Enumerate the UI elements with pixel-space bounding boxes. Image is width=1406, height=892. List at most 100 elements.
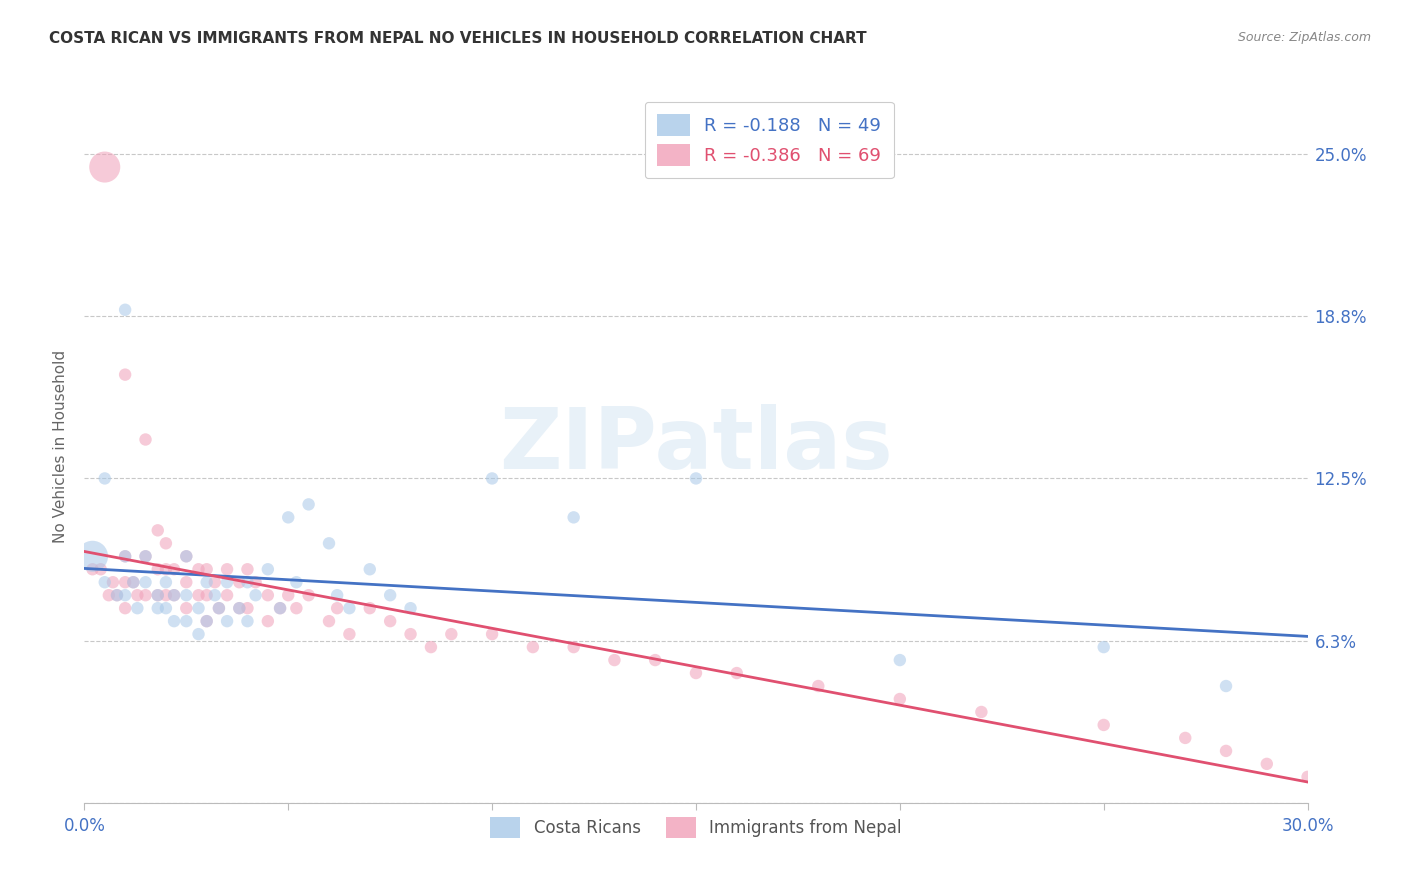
Point (204, 588, 226, 602)
Point (217, 614, 239, 628)
Point (187, 601, 209, 615)
Text: Source: ZipAtlas.com: Source: ZipAtlas.com (1237, 31, 1371, 45)
Point (174, 575, 197, 590)
Point (481, 627, 503, 641)
Point (101, 575, 124, 590)
Point (163, 614, 186, 628)
Point (318, 536, 340, 550)
Point (1092, 640, 1115, 654)
Point (1092, 718, 1115, 732)
Point (114, 302, 136, 317)
Point (122, 575, 145, 590)
Point (889, 692, 911, 706)
Point (522, 640, 544, 654)
Point (644, 653, 666, 667)
Point (195, 562, 218, 576)
Point (217, 575, 239, 590)
Point (195, 614, 218, 628)
Point (155, 562, 177, 576)
Point (187, 588, 209, 602)
Point (228, 601, 250, 615)
Point (228, 575, 250, 590)
Point (146, 524, 169, 538)
Point (685, 471, 707, 485)
Point (163, 562, 186, 576)
Point (217, 588, 239, 602)
Point (208, 601, 231, 615)
Y-axis label: No Vehicles in Household: No Vehicles in Household (53, 350, 69, 542)
Point (127, 601, 149, 615)
Point (277, 510, 299, 524)
Point (257, 562, 280, 576)
Point (155, 601, 177, 615)
Point (277, 588, 299, 602)
Point (326, 601, 349, 615)
Point (114, 368, 136, 382)
Point (380, 588, 402, 602)
Legend: Costa Ricans, Immigrants from Nepal: Costa Ricans, Immigrants from Nepal (484, 811, 908, 845)
Point (685, 666, 707, 681)
Point (174, 549, 197, 564)
Point (114, 588, 136, 602)
Point (399, 627, 422, 641)
Point (236, 614, 259, 628)
Point (195, 575, 218, 590)
Point (155, 536, 177, 550)
Point (82, 549, 104, 564)
Point (257, 588, 280, 602)
Point (1296, 770, 1319, 784)
Point (174, 588, 197, 602)
Point (1215, 744, 1237, 758)
Point (114, 549, 136, 564)
Point (807, 679, 830, 693)
Point (105, 588, 128, 602)
Point (1174, 731, 1197, 745)
Point (187, 562, 209, 576)
Point (359, 562, 381, 576)
Point (163, 588, 186, 602)
Point (236, 562, 259, 576)
Point (146, 601, 169, 615)
Point (163, 588, 186, 602)
Point (187, 627, 209, 641)
Point (236, 575, 259, 590)
Point (135, 549, 157, 564)
Point (298, 588, 321, 602)
Point (245, 588, 267, 602)
Point (122, 575, 145, 590)
Point (127, 588, 149, 602)
Point (725, 666, 748, 681)
Point (155, 575, 177, 590)
Point (285, 601, 308, 615)
Point (82, 562, 104, 576)
Point (174, 614, 197, 628)
Point (146, 562, 169, 576)
Point (114, 575, 136, 590)
Point (93, 575, 115, 590)
Point (562, 510, 585, 524)
Point (105, 588, 128, 602)
Point (481, 471, 503, 485)
Point (339, 627, 361, 641)
Point (135, 433, 157, 447)
Point (298, 497, 321, 511)
Point (440, 627, 463, 641)
Point (245, 575, 267, 590)
Point (90, 562, 112, 576)
Point (174, 601, 197, 615)
Point (562, 640, 585, 654)
Point (399, 601, 422, 615)
Point (1256, 756, 1278, 771)
Point (217, 562, 239, 576)
Point (380, 614, 402, 628)
Point (285, 575, 308, 590)
Point (420, 640, 443, 654)
Point (318, 614, 340, 628)
Point (228, 601, 250, 615)
Point (114, 601, 136, 615)
Point (970, 705, 993, 719)
Point (326, 588, 349, 602)
Point (155, 588, 177, 602)
Point (146, 588, 169, 602)
Point (208, 601, 231, 615)
